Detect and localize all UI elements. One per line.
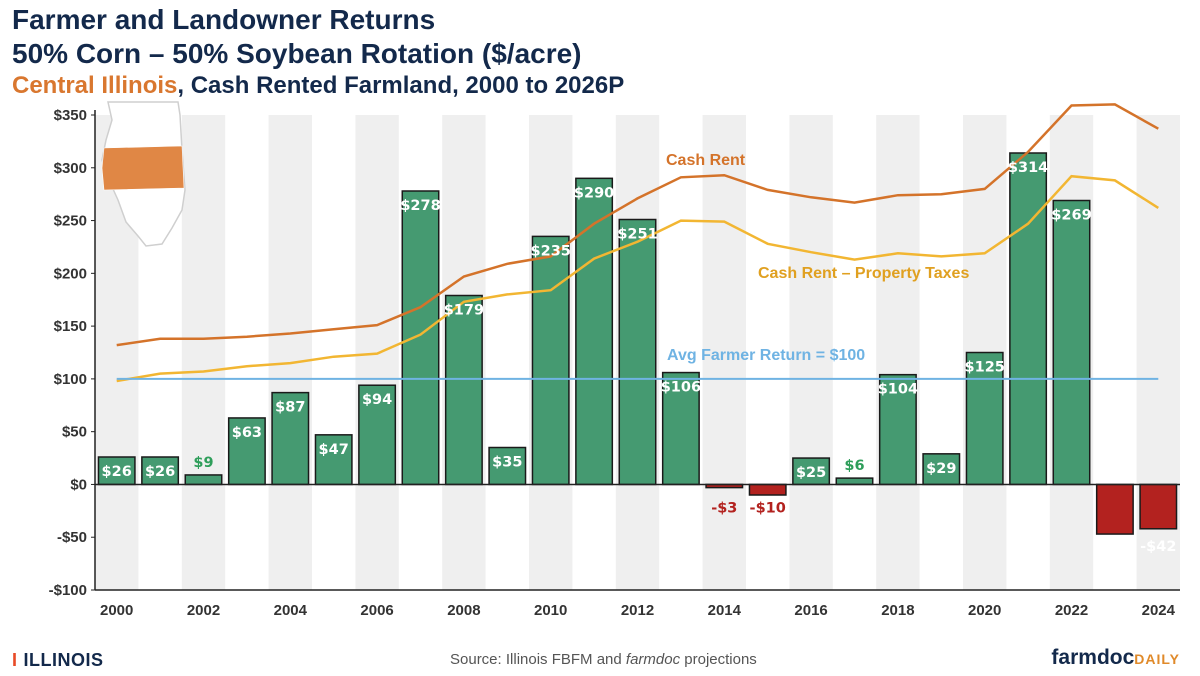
y-tick-label: -$50 (57, 529, 87, 546)
x-tick-label: 2004 (274, 602, 308, 619)
bar-2012 (618, 218, 657, 486)
bar-label-2013: $106 (661, 380, 701, 396)
annotation-cash-rent-net: Cash Rent – Property Taxes (758, 265, 969, 282)
data-labels: $26 $26 $9 $63 $87 $47 $94 $278 $179 $35 $235 $290 $… (102, 160, 1177, 560)
source-prefix: Source: Illinois FBFM and (450, 651, 626, 668)
bar-label-2022: $269 (1051, 208, 1091, 224)
illinois-map (101, 101, 186, 247)
subtitle-highlight: Central Illinois (12, 72, 178, 99)
line-series (116, 103, 1159, 383)
x-tick-label: 2012 (621, 602, 654, 619)
y-tick-label: $250 (54, 213, 87, 230)
subtitle-rest: , Cash Rented Farmland, 2000 to 2026P (177, 72, 625, 99)
bar-2021 (1009, 152, 1048, 486)
bar-label-2021: $314 (1008, 160, 1048, 176)
bar-2007 (401, 190, 440, 486)
bar-2002 (184, 474, 223, 486)
grid-band (702, 115, 746, 590)
bar-label-2009: $35 (492, 455, 522, 471)
bar-2005 (314, 434, 353, 486)
bar-label-2003: $63 (232, 425, 262, 441)
farmdoc-daily-logo: farmdocDAILY (1051, 646, 1180, 670)
bar-label-2010: $235 (531, 243, 571, 259)
bar-2017 (835, 477, 874, 486)
bar-label-2008: $179 (444, 303, 484, 319)
x-tick-label: 2016 (794, 602, 827, 619)
bar-label-2011: $290 (574, 185, 614, 201)
cash-rent-line (116, 103, 1159, 347)
bar-label-2005: $47 (319, 442, 349, 458)
x-tick-label: 2024 (1142, 602, 1176, 619)
bar-2011 (575, 177, 614, 486)
cash-rent-net-line (116, 174, 1159, 383)
x-tick-label: 2020 (968, 602, 1001, 619)
bar-2003 (227, 417, 266, 486)
x-tick-label: 2010 (534, 602, 567, 619)
grid-band (876, 115, 920, 590)
bar-label-2002: $9 (193, 455, 213, 471)
source-italic: farmdoc (625, 651, 681, 668)
central-illinois-region (101, 145, 185, 191)
bar-2024 (1139, 483, 1178, 530)
illinois-logo: I ILLINOIS (12, 650, 104, 671)
bar-label-2012: $251 (617, 227, 657, 243)
bar-label-2014: -$3 (711, 500, 737, 516)
x-tick-label: 2018 (881, 602, 914, 619)
y-tick-label: $300 (54, 160, 87, 177)
y-tick-label: $100 (54, 371, 87, 388)
bar-2010 (531, 235, 570, 486)
bar-label-2004: $87 (275, 400, 305, 416)
bar-label-2017: $6 (844, 458, 864, 474)
x-tick-label: 2000 (100, 602, 133, 619)
bar-2016 (792, 457, 831, 486)
x-tick-label: 2006 (360, 602, 393, 619)
bar-label-2007: $278 (400, 198, 440, 214)
illinois-wordmark: ILLINOIS (23, 650, 104, 670)
x-tick-label: 2014 (708, 602, 742, 619)
bar-label-2016: $25 (796, 465, 826, 481)
x-tick-label: 2008 (447, 602, 480, 619)
bar-2000 (97, 456, 136, 486)
source-note: Source: Illinois FBFM and farmdoc projec… (450, 651, 757, 668)
x-tick-label: 2002 (187, 602, 220, 619)
bar-series (97, 152, 1178, 535)
y-tick-label: $200 (54, 265, 87, 282)
brand-daily: DAILY (1134, 651, 1180, 667)
brand-main: farmdoc (1051, 646, 1135, 669)
bar-2022 (1052, 199, 1091, 486)
bar-2015 (748, 483, 787, 496)
annotation-cash-rent: Cash Rent (666, 152, 746, 169)
bar-2023 (1095, 483, 1134, 535)
bar-label-2019: $29 (926, 461, 956, 477)
y-tick-label: -$100 (49, 582, 87, 599)
y-tick-label: $50 (62, 424, 87, 441)
bar-2008 (444, 294, 483, 486)
returns-chart: $350 $300 $250 $200 $150 $100 $50 $0 -$50 -$100 20… (49, 101, 1180, 619)
grid-band (268, 115, 312, 590)
bar-label-2018: $104 (878, 382, 918, 398)
y-tick-label: $150 (54, 318, 87, 335)
y-tick-label: $0 (70, 476, 87, 493)
bar-label-2006: $94 (362, 392, 392, 408)
y-tick-label: $350 (54, 107, 87, 124)
illinois-i-icon: I (12, 650, 18, 670)
chart-title-line2: 50% Corn – 50% Soybean Rotation ($/acre) (12, 38, 582, 69)
bar-2004 (271, 391, 310, 486)
source-suffix: projections (680, 651, 757, 668)
bar-label-2020: $125 (965, 360, 1005, 376)
bar-label-2015: -$10 (750, 500, 786, 516)
chart-title-line1: Farmer and Landowner Returns (12, 4, 436, 35)
x-tick-label: 2022 (1055, 602, 1088, 619)
bar-2006 (358, 384, 397, 486)
bar-label-2024: -$42 (1140, 539, 1176, 555)
chart-subtitle: Central Illinois, Cash Rented Farmland, … (12, 72, 624, 100)
bar-label-2000: $26 (102, 464, 132, 480)
annotation-avg-return: Avg Farmer Return = $100 (667, 347, 865, 364)
bar-2009 (488, 446, 527, 486)
bar-2020 (965, 351, 1004, 486)
axes: $350 $300 $250 $200 $150 $100 $50 $0 -$50 -$100 20… (49, 107, 1180, 619)
bar-label-2001: $26 (145, 464, 175, 480)
bar-label-2023: -$47 (1097, 544, 1133, 560)
grid-band (181, 115, 226, 590)
